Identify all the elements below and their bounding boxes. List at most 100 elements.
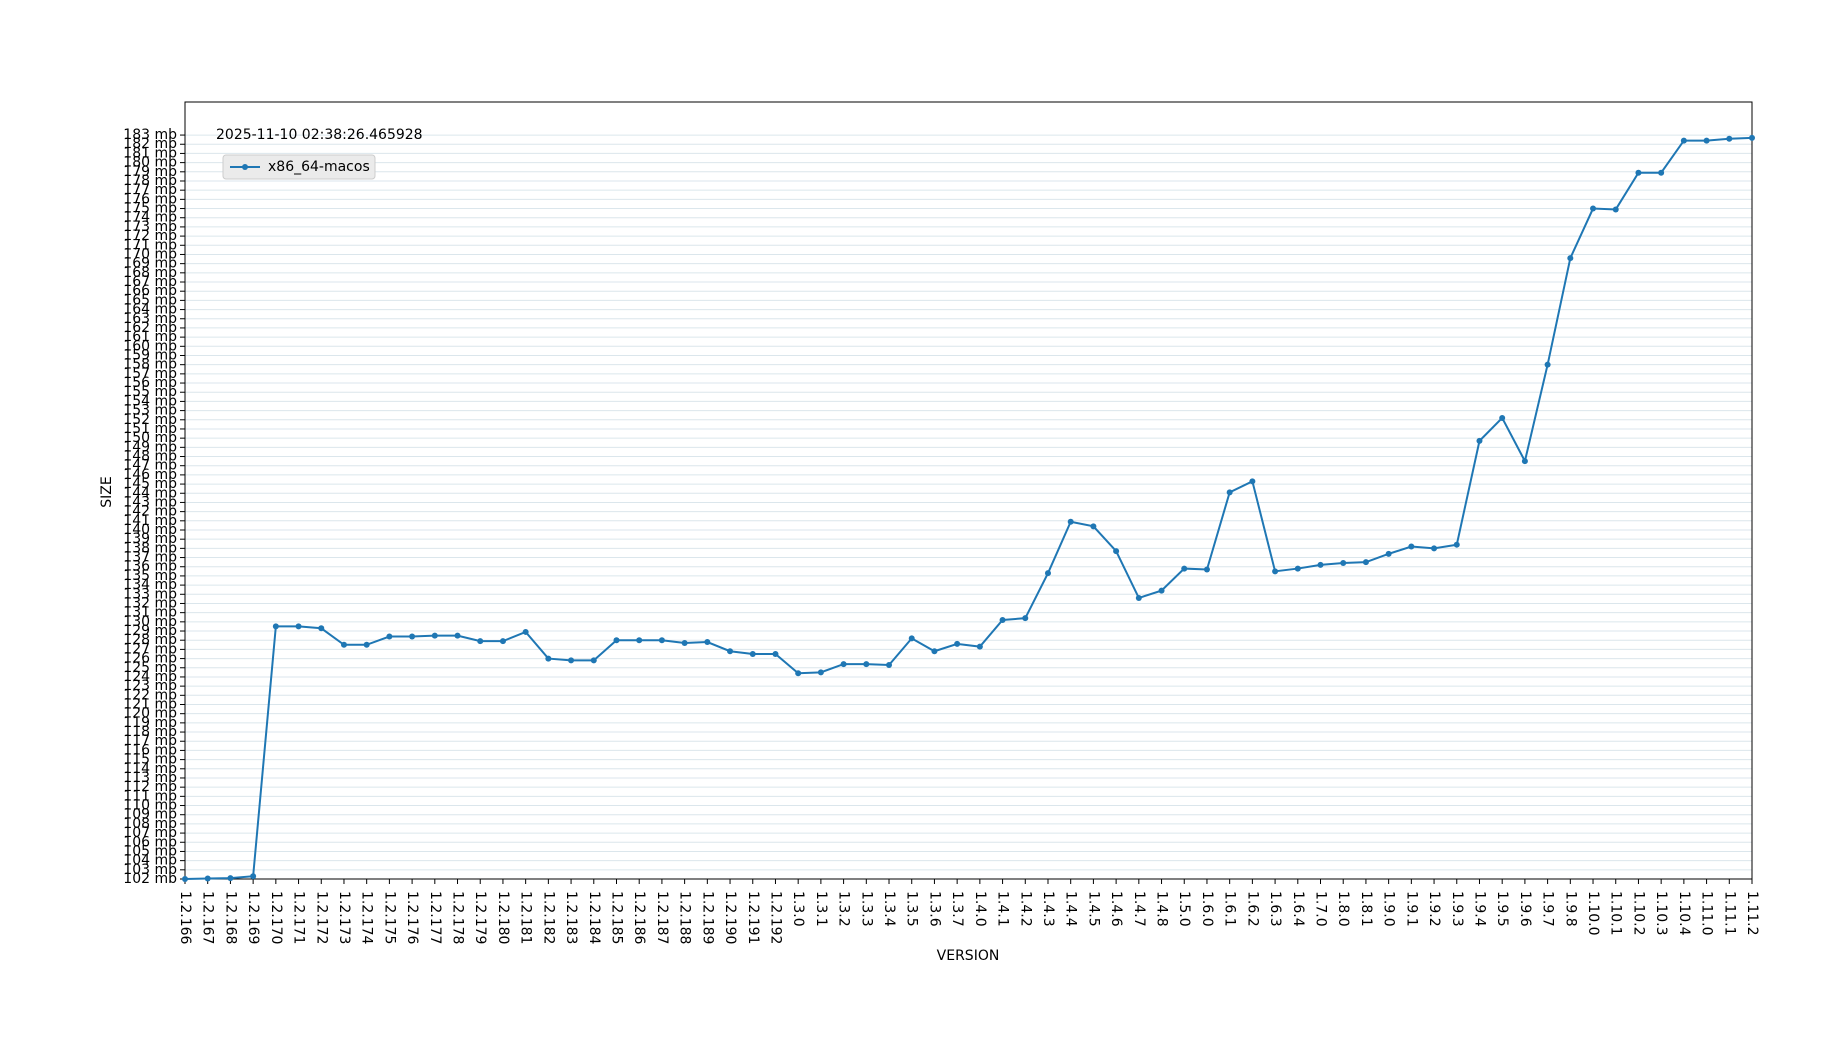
y-tick-label: 172 mb: [123, 228, 177, 244]
x-tick-label: 1.2.181: [518, 891, 534, 944]
x-tick-label: 1.2.178: [450, 891, 466, 944]
x-tick-label: 1.2.167: [200, 891, 216, 944]
y-tick-label: 171 mb: [123, 237, 177, 253]
y-tick-label: 125 mb: [123, 660, 177, 676]
y-tick-label: 137 mb: [123, 550, 177, 566]
y-tick-label: 143 mb: [123, 494, 177, 510]
y-tick-label: 163 mb: [123, 311, 177, 327]
data-point: [1340, 560, 1347, 567]
x-tick-label: 1.2.169: [245, 891, 261, 944]
data-point: [1635, 169, 1642, 176]
data-point: [1612, 206, 1619, 213]
x-tick-label: 1.2.192: [767, 891, 783, 944]
y-tick-label: 108 mb: [123, 816, 177, 832]
data-point: [1203, 566, 1210, 573]
y-tick-label: 157 mb: [123, 366, 177, 382]
x-tick-label: 1.9.1: [1403, 891, 1419, 927]
data-point: [1658, 169, 1665, 176]
y-tick-label: 130 mb: [123, 614, 177, 630]
data-point: [1726, 135, 1733, 142]
x-tick-label: 1.8.0: [1335, 891, 1351, 927]
y-tick-label: 162 mb: [123, 320, 177, 336]
x-tick-label: 1.2.184: [586, 891, 602, 945]
data-point: [1431, 545, 1438, 552]
y-tick-label: 151 mb: [123, 421, 177, 437]
data-point: [1749, 134, 1755, 141]
data-point: [1408, 543, 1415, 550]
x-tick-label: 1.2.179: [472, 891, 488, 944]
y-tick-label: 149 mb: [123, 439, 177, 455]
x-tick-label: 1.2.171: [291, 891, 307, 944]
data-point: [954, 640, 961, 647]
y-tick-label: 146 mb: [123, 467, 177, 483]
data-point: [749, 650, 756, 657]
data-point: [477, 638, 484, 645]
y-tick-label: 109 mb: [123, 807, 177, 823]
data-point: [636, 637, 643, 644]
x-tick-label: 1.9.3: [1449, 891, 1465, 927]
data-point: [1385, 550, 1392, 557]
data-point: [1090, 523, 1097, 530]
x-tick-label: 1.2.172: [313, 891, 329, 944]
y-tick-label: 173 mb: [123, 219, 177, 235]
x-tick-label: 1.2.183: [563, 891, 579, 944]
y-tick-label: 159 mb: [123, 347, 177, 363]
x-tick-label: 1.10.3: [1653, 891, 1669, 936]
data-point: [386, 633, 393, 640]
y-tick-label: 141 mb: [123, 513, 177, 529]
x-tick-label: 1.4.3: [1040, 891, 1056, 927]
x-tick-label: 1.8.1: [1358, 891, 1374, 927]
x-tick-label: 1.3.1: [813, 891, 829, 927]
data-point: [817, 669, 824, 676]
y-tick-label: 177 mb: [123, 182, 177, 198]
y-tick-label: 166 mb: [123, 283, 177, 299]
y-tick-label: 118 mb: [123, 724, 177, 740]
data-point: [340, 641, 347, 648]
y-tick-label: 113 mb: [123, 770, 177, 786]
x-tick-label: 1.6.3: [1267, 891, 1283, 927]
data-point: [1067, 518, 1074, 525]
x-tick-label: 1.2.187: [654, 891, 670, 944]
y-tick-label: 131 mb: [123, 605, 177, 621]
data-point: [704, 639, 711, 646]
x-tick-label: 1.2.174: [359, 891, 375, 945]
data-point: [795, 670, 802, 677]
x-tick-label: 1.3.6: [926, 891, 942, 927]
y-tick-label: 114 mb: [123, 761, 177, 777]
data-point: [1362, 559, 1369, 566]
y-tick-label: 156 mb: [123, 375, 177, 391]
y-tick-label: 124 mb: [123, 669, 177, 685]
data-point: [681, 639, 688, 646]
x-tick-label: 1.11.0: [1699, 891, 1715, 936]
y-tick-label: 164 mb: [123, 302, 177, 318]
data-point: [431, 632, 438, 639]
y-tick-label: 150 mb: [123, 430, 177, 446]
x-tick-label: 1.7.0: [1313, 891, 1329, 927]
y-tick-label: 168 mb: [123, 265, 177, 281]
legend-marker: [242, 164, 248, 170]
legend-box: [222, 154, 376, 180]
x-tick-label: 1.6.2: [1244, 891, 1260, 927]
y-tick-label: 175 mb: [123, 201, 177, 217]
data-point: [1590, 205, 1597, 212]
y-tick-label: 115 mb: [123, 752, 177, 768]
x-tick-label: 1.3.4: [881, 891, 897, 927]
data-point: [1453, 541, 1460, 548]
data-point: [1022, 615, 1029, 622]
y-tick-label: 142 mb: [123, 504, 177, 520]
y-tick-label: 148 mb: [123, 449, 177, 465]
y-tick-label: 111 mb: [123, 788, 177, 804]
x-tick-label: 1.2.170: [268, 891, 284, 944]
y-tick-label: 176 mb: [123, 191, 177, 207]
data-point: [1544, 361, 1551, 368]
data-point: [272, 623, 279, 630]
data-point: [182, 876, 188, 882]
y-tick-label: 132 mb: [123, 595, 177, 611]
y-tick-label: 180 mb: [123, 155, 177, 171]
y-tick-label: 138 mb: [123, 540, 177, 556]
y-tick-label: 112 mb: [123, 779, 177, 795]
x-tick-label: 1.5.0: [1176, 891, 1192, 927]
data-point: [545, 655, 552, 662]
x-tick-label: 1.3.3: [858, 891, 874, 927]
